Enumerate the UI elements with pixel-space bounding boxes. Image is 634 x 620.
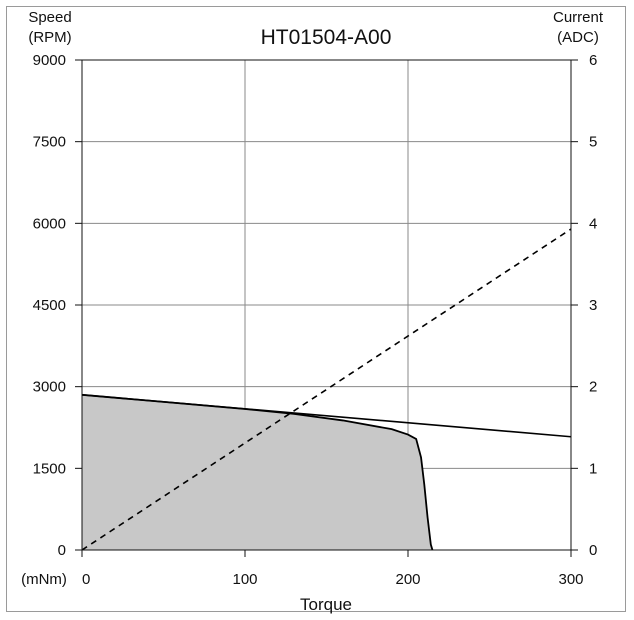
left-tick-label-5: 7500	[33, 134, 66, 151]
right-tick-label-4: 4	[589, 215, 597, 232]
right-tick-label-1: 1	[589, 460, 597, 477]
left-tick-label-3: 4500	[33, 297, 66, 314]
x-axis-label: Torque	[300, 595, 352, 614]
axes-layer	[75, 59, 578, 557]
left-tick-label-0: 0	[58, 542, 66, 559]
right-axis-label-line1: Current	[553, 9, 604, 26]
x-tick-label-2: 200	[395, 571, 420, 588]
right-tick-label-3: 3	[589, 297, 597, 314]
left-tick-label-4: 6000	[33, 215, 66, 232]
series-2-line	[81, 228, 572, 551]
chart-title: HT01504-A00	[261, 26, 392, 49]
left-tick-label-1: 1500	[33, 460, 66, 477]
x-tick-label-1: 100	[232, 571, 257, 588]
right-tick-label-0: 0	[589, 542, 597, 559]
series-layer	[81, 228, 572, 551]
tick-labels: 0 1500 3000 4500 6000 7500 9000 0 1 2 3 4 5 6 0 100 200 3…	[33, 52, 598, 588]
right-tick-label-2: 2	[589, 379, 597, 396]
series-0-area-fill	[82, 394, 433, 550]
left-tick-label-2: 3000	[33, 379, 66, 396]
left-tick-label-6: 9000	[33, 52, 66, 69]
x-tick-label-0: 0	[82, 571, 90, 588]
left-axis-label-line2: (RPM)	[28, 29, 71, 46]
right-axis-label-line2: (ADC)	[557, 29, 599, 46]
right-tick-label-5: 5	[589, 134, 597, 151]
left-axis-label-line1: Speed	[28, 9, 71, 26]
series-1-line	[81, 394, 572, 438]
x-axis-unit: (mNm)	[21, 571, 67, 588]
right-tick-label-6: 6	[589, 52, 597, 69]
x-tick-label-3: 300	[558, 571, 583, 588]
